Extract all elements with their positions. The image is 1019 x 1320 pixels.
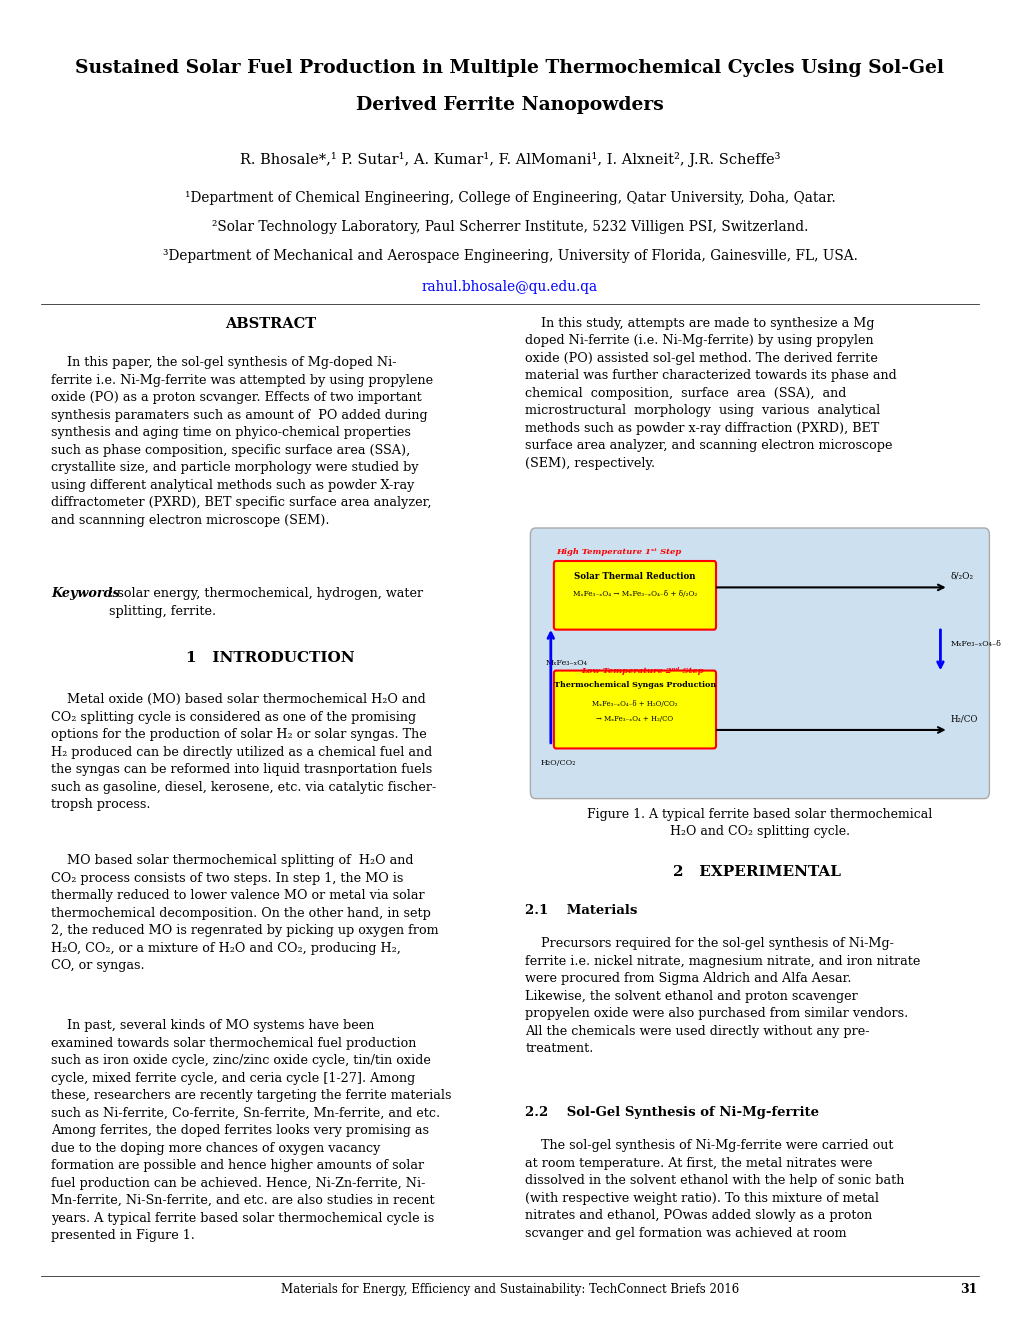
Text: Derived Ferrite Nanopowders: Derived Ferrite Nanopowders — [356, 96, 663, 115]
Text: rahul.bhosale@qu.edu.qa: rahul.bhosale@qu.edu.qa — [422, 280, 597, 294]
Text: 31: 31 — [959, 1283, 977, 1296]
FancyBboxPatch shape — [553, 561, 715, 630]
Text: High Temperature 1ˢᵗ Step: High Temperature 1ˢᵗ Step — [555, 548, 681, 556]
Text: Sustained Solar Fuel Production in Multiple Thermochemical Cycles Using Sol-Gel: Sustained Solar Fuel Production in Multi… — [75, 59, 944, 78]
Text: ³Department of Mechanical and Aerospace Engineering, University of Florida, Gain: ³Department of Mechanical and Aerospace … — [162, 249, 857, 264]
Text: ²Solar Technology Laboratory, Paul Scherrer Institute, 5232 Villigen PSI, Switze: ²Solar Technology Laboratory, Paul Scher… — [212, 220, 807, 235]
Text: In this study, attempts are made to synthesize a Mg
doped Ni-ferrite (i.e. Ni-Mg: In this study, attempts are made to synt… — [525, 317, 896, 470]
Text: ¹Department of Chemical Engineering, College of Engineering, Qatar University, D: ¹Department of Chemical Engineering, Col… — [184, 191, 835, 206]
Text: MO based solar thermochemical splitting of  H₂O and
CO₂ process consists of two : MO based solar thermochemical splitting … — [51, 854, 438, 972]
Text: 2   EXPERIMENTAL: 2 EXPERIMENTAL — [673, 865, 841, 879]
Text: Solar Thermal Reduction: Solar Thermal Reduction — [574, 572, 695, 581]
Text: ABSTRACT: ABSTRACT — [224, 317, 316, 331]
Text: MₓFe₃₋ₓO₄₋δ + H₂O/CO₂: MₓFe₃₋ₓO₄₋δ + H₂O/CO₂ — [592, 700, 677, 708]
FancyBboxPatch shape — [530, 528, 988, 799]
Text: : solar energy, thermochemical, hydrogen, water
splitting, ferrite.: : solar energy, thermochemical, hydrogen… — [109, 587, 423, 618]
Text: 2.2    Sol-Gel Synthesis of Ni-Mg-ferrite: 2.2 Sol-Gel Synthesis of Ni-Mg-ferrite — [525, 1106, 818, 1119]
Text: MₓFe₃₋ₓO₄: MₓFe₃₋ₓO₄ — [545, 659, 587, 668]
Text: The sol-gel synthesis of Ni-Mg-ferrite were carried out
at room temperature. At : The sol-gel synthesis of Ni-Mg-ferrite w… — [525, 1139, 904, 1239]
Text: → MₓFe₃₋ₓO₄ + H₂/CO: → MₓFe₃₋ₓO₄ + H₂/CO — [596, 715, 673, 723]
Text: Metal oxide (MO) based solar thermochemical H₂O and
CO₂ splitting cycle is consi: Metal oxide (MO) based solar thermochemi… — [51, 693, 436, 810]
Text: H₂/CO: H₂/CO — [950, 714, 977, 723]
Text: In this paper, the sol-gel synthesis of Mg-doped Ni-
ferrite i.e. Ni-Mg-ferrite : In this paper, the sol-gel synthesis of … — [51, 356, 433, 527]
Text: Keywords: Keywords — [51, 587, 119, 601]
Text: 1   INTRODUCTION: 1 INTRODUCTION — [185, 651, 355, 665]
Text: In past, several kinds of MO systems have been
examined towards solar thermochem: In past, several kinds of MO systems hav… — [51, 1019, 451, 1242]
FancyBboxPatch shape — [553, 671, 715, 748]
Text: R. Bhosale*,¹ P. Sutar¹, A. Kumar¹, F. AlMomani¹, I. Alxneit², J.R. Scheffe³: R. Bhosale*,¹ P. Sutar¹, A. Kumar¹, F. A… — [239, 152, 780, 166]
Text: Thermochemical Syngas Production: Thermochemical Syngas Production — [553, 681, 715, 689]
Text: MₓFe₃₋ₓO₄₋δ: MₓFe₃₋ₓO₄₋δ — [950, 639, 1001, 648]
Text: 2.1    Materials: 2.1 Materials — [525, 904, 637, 917]
Text: Materials for Energy, Efficiency and Sustainability: TechConnect Briefs 2016: Materials for Energy, Efficiency and Sus… — [280, 1283, 739, 1296]
Text: Precursors required for the sol-gel synthesis of Ni-Mg-
ferrite i.e. nickel nitr: Precursors required for the sol-gel synt… — [525, 937, 920, 1055]
Text: H₂O/CO₂: H₂O/CO₂ — [540, 759, 576, 767]
Text: MₓFe₃₋ₓO₄ → MₓFe₃₋ₓO₄₋δ + δ/₂O₂: MₓFe₃₋ₓO₄ → MₓFe₃₋ₓO₄₋δ + δ/₂O₂ — [573, 590, 696, 598]
Text: Low Temperature 2ⁿᵈ Step: Low Temperature 2ⁿᵈ Step — [581, 667, 703, 675]
Text: Figure 1. A typical ferrite based solar thermochemical
H₂O and CO₂ splitting cyc: Figure 1. A typical ferrite based solar … — [587, 808, 931, 838]
Text: δ/₂O₂: δ/₂O₂ — [950, 572, 973, 581]
